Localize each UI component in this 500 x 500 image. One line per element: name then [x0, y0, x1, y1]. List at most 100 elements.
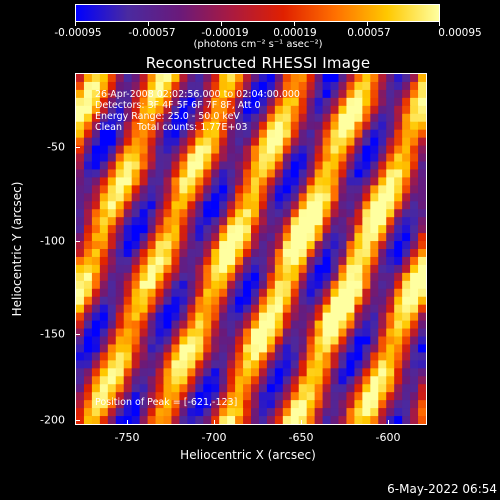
- image-pixel: [195, 225, 204, 234]
- image-pixel: [123, 392, 133, 401]
- image-pixel: [227, 384, 236, 393]
- image-pixel: [274, 408, 284, 417]
- image-pixel: [227, 217, 236, 226]
- image-pixel: [179, 105, 188, 115]
- image-pixel: [219, 328, 228, 338]
- image-pixel: [322, 376, 332, 385]
- image-pixel: [354, 217, 363, 226]
- image-pixel: [258, 169, 268, 178]
- image-pixel: [274, 376, 284, 385]
- image-pixel: [227, 296, 236, 306]
- image-pixel: [147, 153, 157, 163]
- image-pixel: [306, 121, 316, 131]
- image-pixel: [258, 280, 268, 290]
- y-tick-label: -50: [47, 140, 65, 154]
- detectors-text: Detectors: 3F 4F 5F 6F 7F 8F, Att 0: [95, 100, 261, 111]
- image-pixel: [322, 185, 332, 194]
- image-pixel: [99, 280, 109, 290]
- image-pixel: [258, 256, 268, 266]
- image-pixel: [282, 408, 292, 417]
- image-pixel: [251, 137, 260, 147]
- image-pixel: [227, 328, 236, 338]
- image-pixel: [91, 81, 101, 91]
- image-pixel: [203, 153, 212, 163]
- image-pixel: [243, 217, 252, 226]
- image-pixel: [282, 105, 292, 115]
- image-pixel: [131, 201, 141, 210]
- image-pixel: [235, 105, 244, 115]
- image-pixel: [266, 121, 276, 131]
- image-pixel: [354, 400, 363, 409]
- image-pixel: [354, 304, 363, 314]
- image-pixel: [346, 288, 355, 298]
- image-pixel: [274, 249, 284, 258]
- image-pixel: [203, 368, 212, 377]
- image-pixel: [155, 217, 165, 226]
- image-pixel: [203, 217, 212, 226]
- image-pixel: [131, 177, 141, 186]
- image-pixel: [83, 145, 93, 155]
- image-pixel: [155, 416, 165, 424]
- image-pixel: [378, 161, 387, 171]
- image-pixel: [131, 153, 141, 163]
- image-pixel: [386, 129, 395, 139]
- image-pixel: [298, 217, 308, 226]
- image-pixel: [306, 113, 316, 123]
- image-pixel: [171, 352, 180, 361]
- image-pixel: [83, 344, 93, 353]
- image-pixel: [76, 272, 85, 282]
- image-pixel: [338, 121, 348, 131]
- image-pixel: [386, 193, 395, 202]
- image-pixel: [258, 129, 268, 139]
- image-pixel: [179, 408, 188, 417]
- image-pixel: [91, 416, 101, 424]
- image-pixel: [115, 280, 125, 290]
- plot-timestamp: 6-May-2022 06:54: [387, 482, 497, 496]
- image-pixel: [147, 105, 157, 115]
- image-pixel: [274, 256, 284, 266]
- image-pixel: [251, 74, 260, 83]
- image-pixel: [386, 280, 395, 290]
- image-pixel: [370, 352, 379, 361]
- image-pixel: [402, 312, 411, 322]
- image-pixel: [362, 121, 371, 131]
- image-pixel: [219, 288, 228, 298]
- image-pixel: [195, 352, 204, 361]
- image-pixel: [195, 81, 204, 91]
- image-pixel: [171, 368, 180, 377]
- image-pixel: [235, 272, 244, 282]
- image-pixel: [163, 81, 173, 91]
- image-pixel: [179, 368, 188, 377]
- image-pixel: [330, 241, 340, 250]
- image-pixel: [243, 328, 252, 338]
- image-pixel: [362, 280, 371, 290]
- image-pixel: [362, 336, 371, 346]
- image-pixel: [298, 209, 308, 218]
- image-pixel: [107, 328, 117, 338]
- image-pixel: [76, 145, 85, 155]
- image-pixel: [131, 416, 141, 424]
- image-pixel: [211, 121, 220, 131]
- image-pixel: [139, 296, 149, 306]
- image-pixel: [346, 177, 355, 186]
- image-pixel: [306, 400, 316, 409]
- image-pixel: [91, 264, 101, 274]
- image-pixel: [298, 280, 308, 290]
- image-pixel: [274, 97, 284, 107]
- image-pixel: [235, 161, 244, 171]
- image-pixel: [91, 145, 101, 155]
- image-pixel: [282, 129, 292, 139]
- image-pixel: [147, 256, 157, 266]
- image-pixel: [274, 296, 284, 306]
- image-pixel: [298, 193, 308, 202]
- image-pixel: [139, 352, 149, 361]
- image-pixel: [243, 89, 252, 99]
- image-pixel: [171, 145, 180, 155]
- image-pixel: [235, 249, 244, 258]
- image-pixel: [203, 264, 212, 274]
- colorbar-tick: [221, 22, 222, 26]
- image-pixel: [147, 320, 157, 330]
- image-pixel: [386, 304, 395, 314]
- image-pixel: [346, 416, 355, 424]
- image-pixel: [195, 74, 204, 83]
